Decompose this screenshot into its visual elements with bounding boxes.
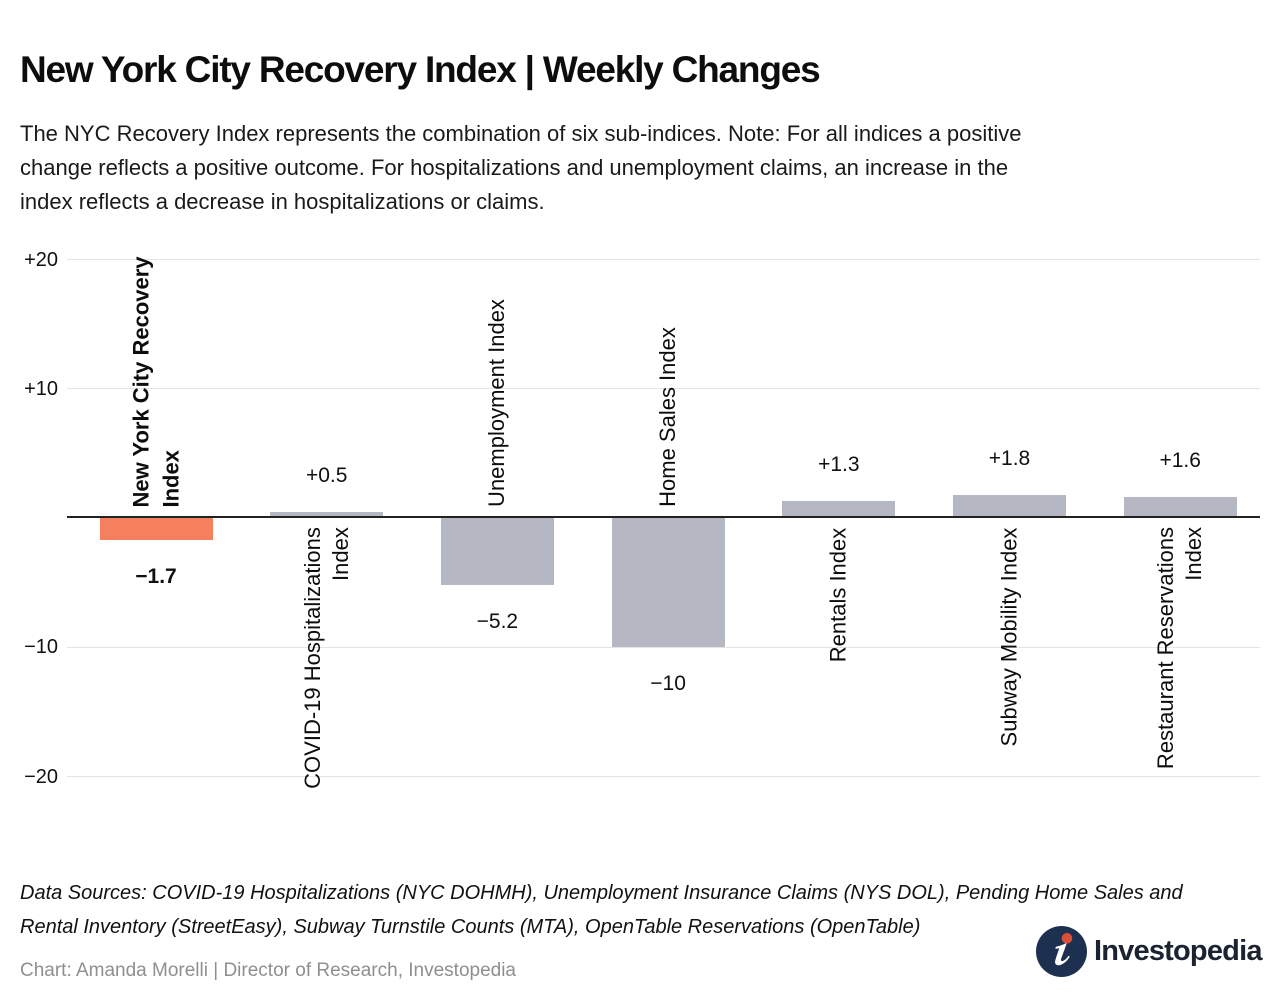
investopedia-logo-icon: [1036, 926, 1087, 977]
bar-category-label: Home Sales Index: [654, 327, 680, 507]
investopedia-wordmark: Investopedia: [1094, 935, 1262, 967]
zero-axis-line: [67, 516, 1260, 518]
investopedia-logo: Investopedia: [1036, 926, 1262, 977]
gridline-m10: [67, 646, 1260, 648]
bar-value-label: +1.3: [818, 453, 860, 477]
bar-rentals-index: [782, 501, 896, 518]
bar-home-sales-index: [611, 518, 725, 648]
data-sources-note: Data Sources: COVID-19 Hospitalizations …: [20, 882, 1183, 938]
y-axis-tick-label: +20: [24, 248, 58, 271]
bar-value-label: +1.8: [988, 446, 1031, 470]
bar-category-label: Restaurant Reservations Index: [1153, 526, 1207, 770]
gridline-p10: [67, 388, 1260, 390]
bar-value-label: −10: [650, 672, 686, 696]
bar-new-york-city-recovery-index: [99, 518, 213, 540]
bar-category-label: Rentals Index: [825, 527, 851, 662]
chart-subtitle: The NYC Recovery Index represents the co…: [20, 121, 1022, 214]
bar-value-label: +0.5: [305, 463, 348, 487]
bar-category-label: COVID-19 Hospitalizations Index: [299, 527, 353, 789]
bar-value-label: +1.6: [1159, 449, 1201, 473]
bar-value-label: −5.2: [476, 610, 519, 634]
chart-title: New York City Recovery Index | Weekly Ch…: [20, 48, 821, 90]
bar-value-label: −1.7: [135, 564, 177, 588]
bar-category-label: Subway Mobility Index: [996, 527, 1022, 746]
y-axis-tick-label: +10: [24, 377, 58, 400]
bar-category-label: Unemployment Index: [484, 299, 510, 507]
bar-restaurant-reservations-index: [1123, 497, 1237, 518]
chart-credit: Chart: Amanda Morelli | Director of Rese…: [20, 960, 516, 981]
bar-category-label: New York City Recovery Index: [128, 255, 184, 508]
gridline-p20: [67, 259, 1260, 260]
bar-covid-19-hospitalizations-index: [270, 511, 384, 518]
y-axis-tick-label: −10: [24, 636, 58, 659]
y-axis-tick-label: −20: [24, 765, 58, 788]
gridline-m20: [67, 776, 1260, 777]
bar-unemployment-index: [440, 518, 554, 586]
bar-subway-mobility-index: [953, 494, 1066, 518]
